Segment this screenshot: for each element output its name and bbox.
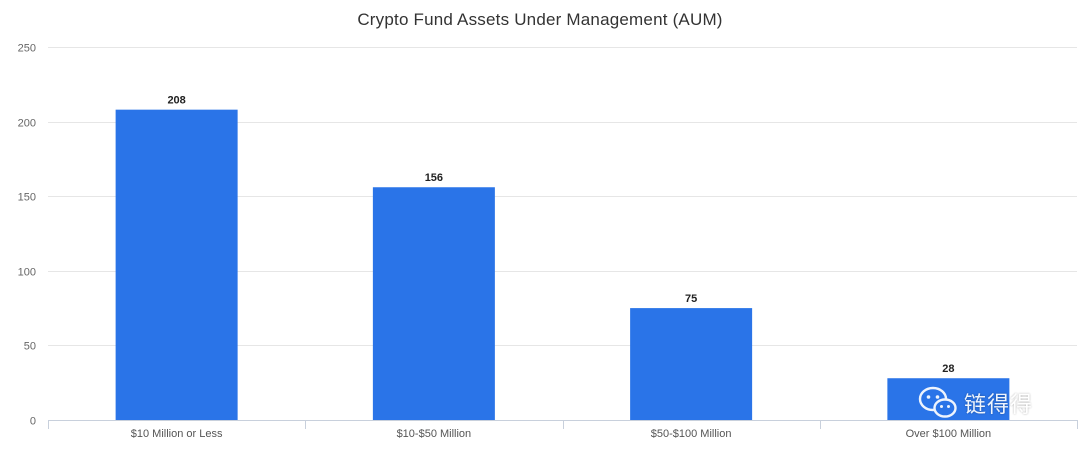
x-tick-label: Over $100 Million [906,428,992,440]
y-tick-label: 250 [18,43,36,55]
data-label: 28 [942,363,954,375]
y-tick-label: 100 [18,267,36,279]
grid-lines [48,47,1077,346]
bar [115,109,238,420]
y-tick-label: 200 [18,118,36,130]
x-tick-label: $50-$100 Million [651,428,732,440]
data-label: 156 [425,172,443,184]
bar [630,308,753,420]
data-label: 208 [167,95,185,107]
x-axis: $10 Million or Less $10-$50 Million $50-$1… [48,420,1078,440]
watermark-text: 链得得 [964,393,1034,418]
bars [115,109,1010,420]
data-label: 75 [685,293,697,305]
x-tick-label: $10-$50 Million [397,428,472,440]
y-tick-label: 50 [24,341,36,353]
data-labels: 208 156 75 28 [167,95,954,376]
chart-title: Crypto Fund Assets Under Management (AUM… [357,10,723,29]
wechat-icon [918,386,957,418]
y-axis-ticks: 0 50 100 150 200 250 [18,43,36,428]
y-tick-label: 0 [30,416,36,428]
watermark: 链得得 [918,386,1033,420]
x-tick-label: $10 Million or Less [131,428,223,440]
y-tick-label: 150 [18,192,36,204]
bar [372,187,495,420]
